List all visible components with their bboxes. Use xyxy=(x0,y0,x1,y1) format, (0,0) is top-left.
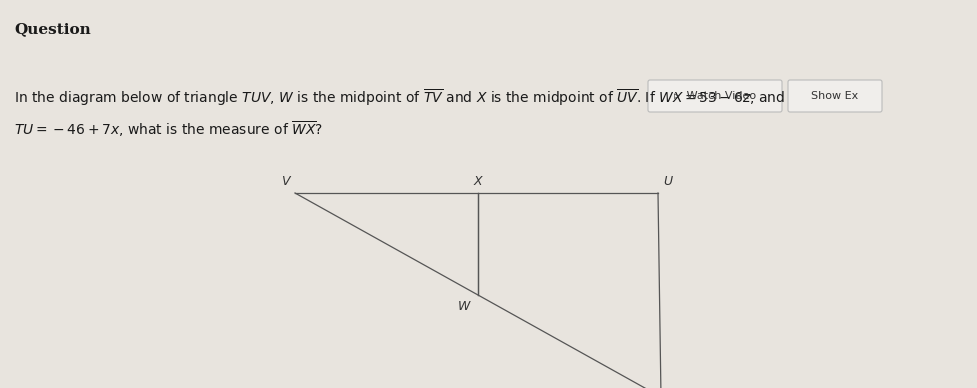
FancyBboxPatch shape xyxy=(788,80,882,112)
Text: $TU = -46 + 7x$, what is the measure of $\overline{WX}$?: $TU = -46 + 7x$, what is the measure of … xyxy=(14,120,323,139)
Text: U: U xyxy=(663,175,672,188)
Text: Show Ex: Show Ex xyxy=(811,91,859,101)
FancyBboxPatch shape xyxy=(648,80,782,112)
Text: ▹  Watch Video: ▹ Watch Video xyxy=(674,91,756,101)
Text: X: X xyxy=(474,175,483,188)
Text: V: V xyxy=(281,175,290,188)
Text: In the diagram below of triangle $\mathit{TUV}$, $\mathit{W}$ is the midpoint of: In the diagram below of triangle $\mathi… xyxy=(14,88,786,108)
Text: Question: Question xyxy=(14,22,91,36)
Text: W: W xyxy=(457,300,470,313)
